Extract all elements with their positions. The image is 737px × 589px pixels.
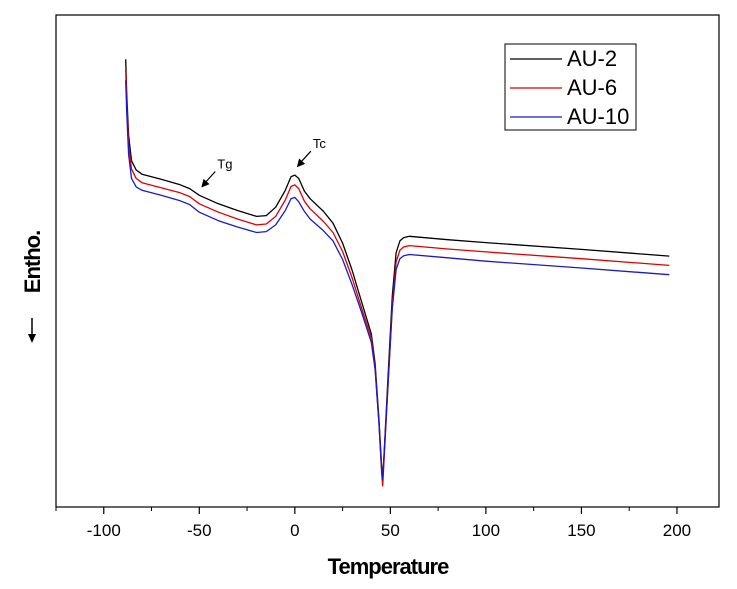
annotation-tc: Tc	[313, 136, 327, 151]
tc-arrowhead-icon	[296, 158, 306, 168]
plot-frame	[55, 14, 720, 508]
x-tick-label: 100	[472, 521, 500, 540]
legend-label-au-10: AU-10	[567, 104, 629, 129]
series-lines	[125, 59, 670, 487]
series-line-au-6	[125, 69, 670, 487]
series-line-au-10	[125, 80, 670, 481]
x-tick-label: 200	[663, 521, 691, 540]
legend-label-au-6: AU-6	[567, 75, 617, 100]
x-axis-tick-labels: -100 -50 0 50 100 150 200	[87, 521, 691, 540]
y-axis-title-group: Entho.	[20, 231, 45, 293]
legend: AU-2 AU-6 AU-10	[504, 43, 637, 131]
x-tick-label: -50	[187, 521, 212, 540]
tg-arrowhead-icon	[201, 178, 210, 188]
x-tick-label: 150	[567, 521, 595, 540]
annotations: Tg Tc	[201, 136, 327, 188]
series-line-au-2	[125, 59, 670, 481]
x-tick-label: 50	[381, 521, 400, 540]
down-arrow-icon	[28, 318, 36, 343]
tg-arrow-icon	[204, 171, 216, 183]
y-axis-title: Entho.	[20, 231, 45, 293]
x-tick-label: 0	[290, 521, 299, 540]
legend-label-au-2: AU-2	[567, 46, 617, 71]
annotation-tg: Tg	[217, 156, 232, 171]
legend-box	[504, 43, 637, 131]
x-axis-ticks	[55, 507, 678, 514]
x-axis-title: Temperature	[328, 554, 449, 579]
x-tick-label: -100	[87, 521, 121, 540]
tc-arrow-icon	[300, 150, 312, 163]
plot-border	[55, 14, 720, 508]
